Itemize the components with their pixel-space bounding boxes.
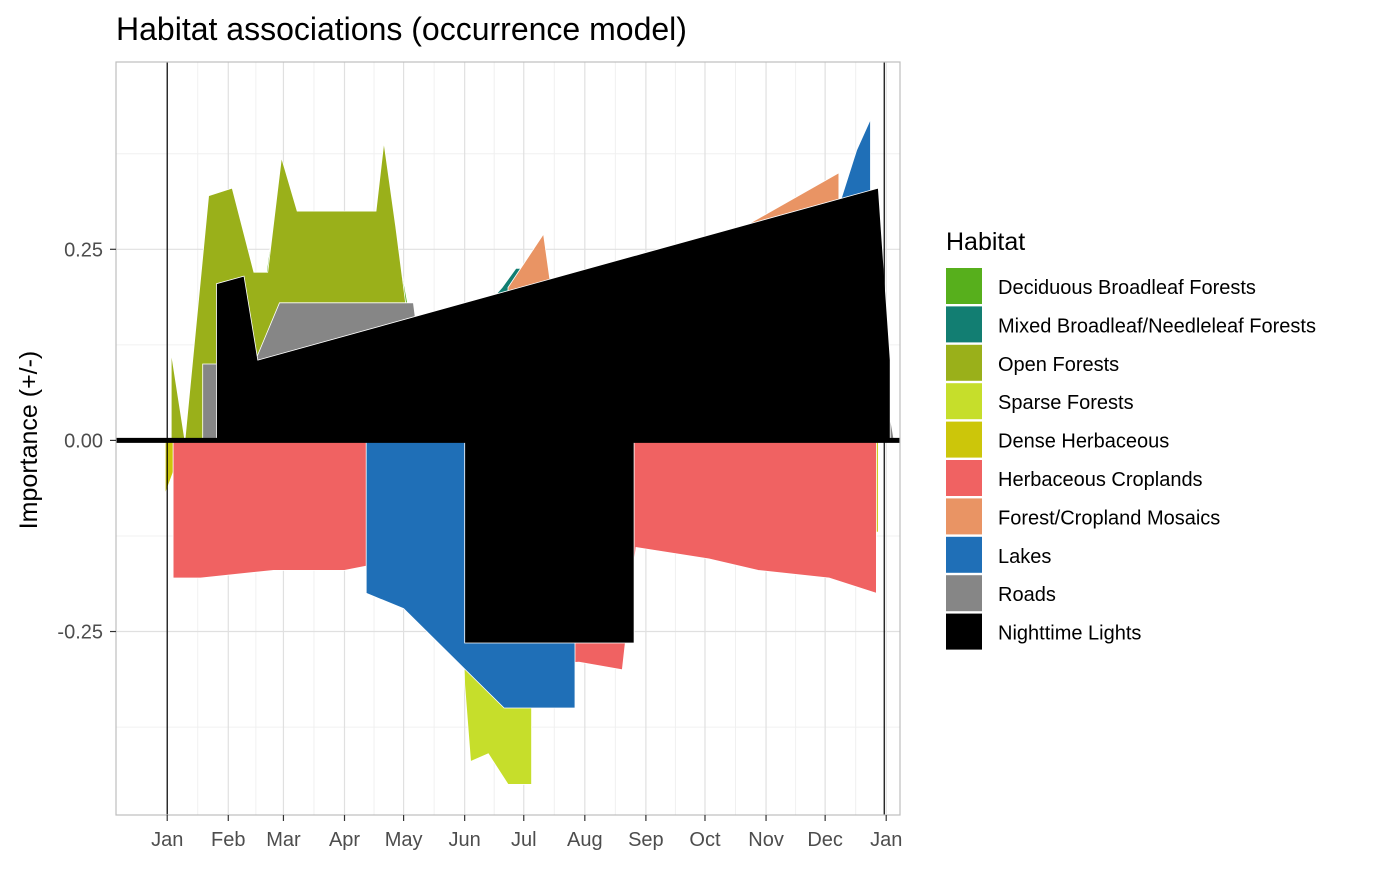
- area-negative-nighttime-lights: [464, 440, 635, 644]
- legend-swatch-dense-herbaceous: [946, 421, 982, 458]
- y-tick-label: -0.25: [57, 622, 103, 644]
- legend-label-open-forests: Open Forests: [998, 354, 1119, 376]
- x-tick-label: Jul: [511, 829, 537, 851]
- y-tick-label: 0.00: [64, 430, 103, 452]
- legend-label-roads: Roads: [998, 584, 1056, 606]
- x-tick-label: Apr: [329, 829, 360, 851]
- x-tick-label: May: [385, 829, 423, 851]
- legend-swatch-mixed-broadleaf-needleleaf-forests: [946, 306, 982, 343]
- x-tick-label: Oct: [689, 829, 721, 851]
- legend-swatch-herbaceous-croplands: [946, 460, 982, 496]
- panel-border: [115, 61, 901, 816]
- y-axis-title: Importance (+/-): [15, 351, 43, 530]
- legend-swatch-roads: [946, 575, 982, 612]
- legend-title: Habitat: [946, 228, 1025, 256]
- x-tick-label: Jan: [151, 829, 183, 851]
- x-tick-label: Aug: [567, 829, 603, 851]
- legend-label-herbaceous-croplands: Herbaceous Croplands: [998, 469, 1203, 491]
- legend-swatch-sparse-forests: [946, 383, 982, 420]
- x-tick-label: Feb: [211, 829, 245, 851]
- legend-swatch-forest-cropland-mosaics: [946, 498, 982, 535]
- data-series-layer: [164, 119, 895, 785]
- y-tick-label: 0.25: [64, 239, 103, 261]
- chart-title: Habitat associations (occurrence model): [116, 11, 687, 47]
- legend: Habitat Deciduous Broadleaf Forests Mixed…: [946, 228, 1316, 650]
- x-tick-label: Nov: [748, 829, 784, 851]
- legend-swatch-nighttime-lights: [946, 613, 982, 650]
- x-tick-label: Jun: [449, 829, 481, 851]
- legend-label-sparse-forests: Sparse Forests: [998, 392, 1134, 414]
- area-positive-nighttime-lights: [216, 187, 891, 441]
- series-nighttime-lights: [216, 187, 891, 644]
- legend-label-dense-herbaceous: Dense Herbaceous: [998, 431, 1169, 453]
- legend-label-lakes: Lakes: [998, 546, 1051, 568]
- legend-label-mixed-broadleaf-needleleaf-forests: Mixed Broadleaf/Needleleaf Forests: [998, 315, 1316, 337]
- x-tick-label: Mar: [266, 829, 301, 851]
- legend-swatch-lakes: [946, 536, 982, 573]
- legend-swatch-deciduous-broadleaf-forests: [946, 268, 982, 304]
- x-tick-label: Sep: [628, 829, 664, 851]
- legend-label-deciduous-broadleaf-forests: Deciduous Broadleaf Forests: [998, 277, 1256, 299]
- x-tick-label: Jan: [870, 829, 902, 851]
- legend-label-forest-cropland-mosaics: Forest/Cropland Mosaics: [998, 507, 1220, 529]
- legend-swatch-open-forests: [946, 344, 982, 381]
- legend-label-nighttime-lights: Nighttime Lights: [998, 623, 1141, 645]
- x-tick-label: Dec: [807, 829, 843, 851]
